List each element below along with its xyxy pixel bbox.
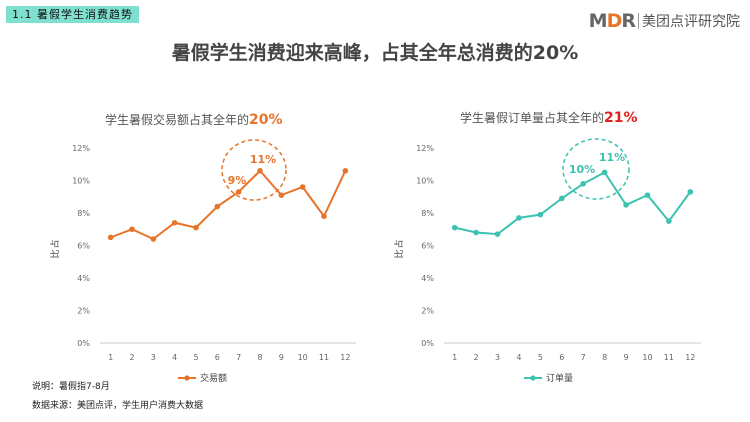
left-legend-label: 交易额 [200,372,227,384]
left-series-line [110,169,347,241]
right-legend-marker [530,375,536,381]
right-highlight-ellipse [562,138,630,200]
right-x-tick-label: 10 [642,353,652,362]
left-annotation-label: 9% [228,174,247,187]
logo-text: 美团点评研究院 [642,14,740,30]
right-data-point [644,192,651,198]
right-x-tick-label: 7 [581,353,586,362]
page-title: 暑假学生消费迎来高峰，占其全年总消费的20% [171,42,579,64]
right-data-point [601,169,608,176]
right-data-point [580,180,587,187]
left-data-point [150,236,157,242]
left-chart-title-highlight: 20% [249,112,283,128]
right-y-tick-label: 10% [416,177,434,186]
right-data-point [687,189,694,195]
left-x-tick-label: 1 [108,353,113,362]
left-x-tick-label: 4 [172,353,177,362]
right-x-tick-label: 5 [538,353,543,362]
left-data-point [321,213,327,220]
left-data-point [235,189,242,195]
right-chart-title-highlight: 21% [604,110,638,126]
right-data-point [537,211,544,218]
right-annotation-label: 11% [599,151,625,164]
left-data-point [193,224,199,231]
right-y-tick-label: 6% [421,242,434,251]
left-x-tick-label: 9 [279,353,284,362]
source-text: 数据来源：美团点评，学生用户消费大数据 [32,401,204,411]
right-x-tick-label: 3 [495,353,500,362]
right-x-tick-label: 12 [685,353,695,362]
left-x-tick-label: 7 [236,353,241,362]
right-y-tick-label: 12% [416,144,434,153]
right-data-point [516,215,522,221]
right-y-tick-label: 2% [421,307,434,316]
right-y-axis-label: 占 [393,239,405,248]
right-x-tick-label: 11 [664,353,674,362]
left-data-point [299,184,306,190]
right-legend-label: 订单量 [546,372,573,384]
left-x-tick-label: 5 [193,353,198,362]
right-x-tick-label: 6 [559,353,564,362]
left-y-axis-label: 比 [49,249,61,258]
left-legend-marker [184,375,190,381]
left-y-tick-label: 0% [77,339,90,348]
left-x-tick-label: 2 [129,353,134,362]
right-x-tick-label: 9 [623,353,628,362]
left-y-tick-label: 12% [72,144,90,153]
left-y-axis-label: 占 [49,239,61,248]
right-y-tick-label: 0% [421,339,434,348]
right-x-tick-label: 8 [602,353,607,362]
right-annotation-label: 10% [569,163,595,176]
right-x-tick-label: 4 [516,353,521,362]
left-data-point [278,192,285,198]
section-tag: 1.1 暑假学生消费趋势 [6,6,139,23]
right-chart-title: 学生暑假订单量占其全年的21% [460,110,638,126]
right-y-axis-label: 比 [393,249,405,258]
left-x-tick-label: 8 [257,353,262,362]
left-data-point [107,234,114,241]
logo-mark: MDR [588,10,636,32]
right-data-point [623,202,629,208]
right-data-point [666,218,672,224]
left-x-tick-label: 10 [298,353,308,362]
left-x-tick-label: 3 [151,353,156,362]
right-series-line [454,171,692,236]
right-data-point [558,195,565,202]
right-x-tick-label: 2 [474,353,479,362]
logo: MDR 美团点评研究院 [589,9,740,33]
left-y-tick-label: 2% [77,307,90,316]
left-y-tick-label: 4% [77,274,90,283]
note-text: 说明：暑假指7-8月 [32,382,110,392]
left-data-point [214,203,221,210]
left-data-point [342,167,349,174]
right-data-point [473,229,479,236]
right-data-point [494,231,501,237]
right-data-point [451,224,458,231]
right-y-tick-label: 8% [421,209,434,218]
left-highlight-ellipse [221,139,287,201]
left-annotation-label: 11% [250,153,276,166]
logo-divider [638,13,639,29]
left-y-tick-label: 10% [72,177,90,186]
left-chart-title: 学生暑假交易额占其全年的20% [105,112,283,128]
left-data-point [171,219,178,226]
left-x-tick-label: 11 [319,353,329,362]
left-data-point [257,167,263,174]
right-y-tick-label: 4% [421,274,434,283]
left-x-tick-label: 6 [215,353,220,362]
left-y-tick-label: 6% [77,242,90,251]
right-x-tick-label: 1 [452,353,457,362]
left-x-tick-label: 12 [340,353,350,362]
left-y-tick-label: 8% [77,209,90,218]
left-data-point [129,226,135,233]
